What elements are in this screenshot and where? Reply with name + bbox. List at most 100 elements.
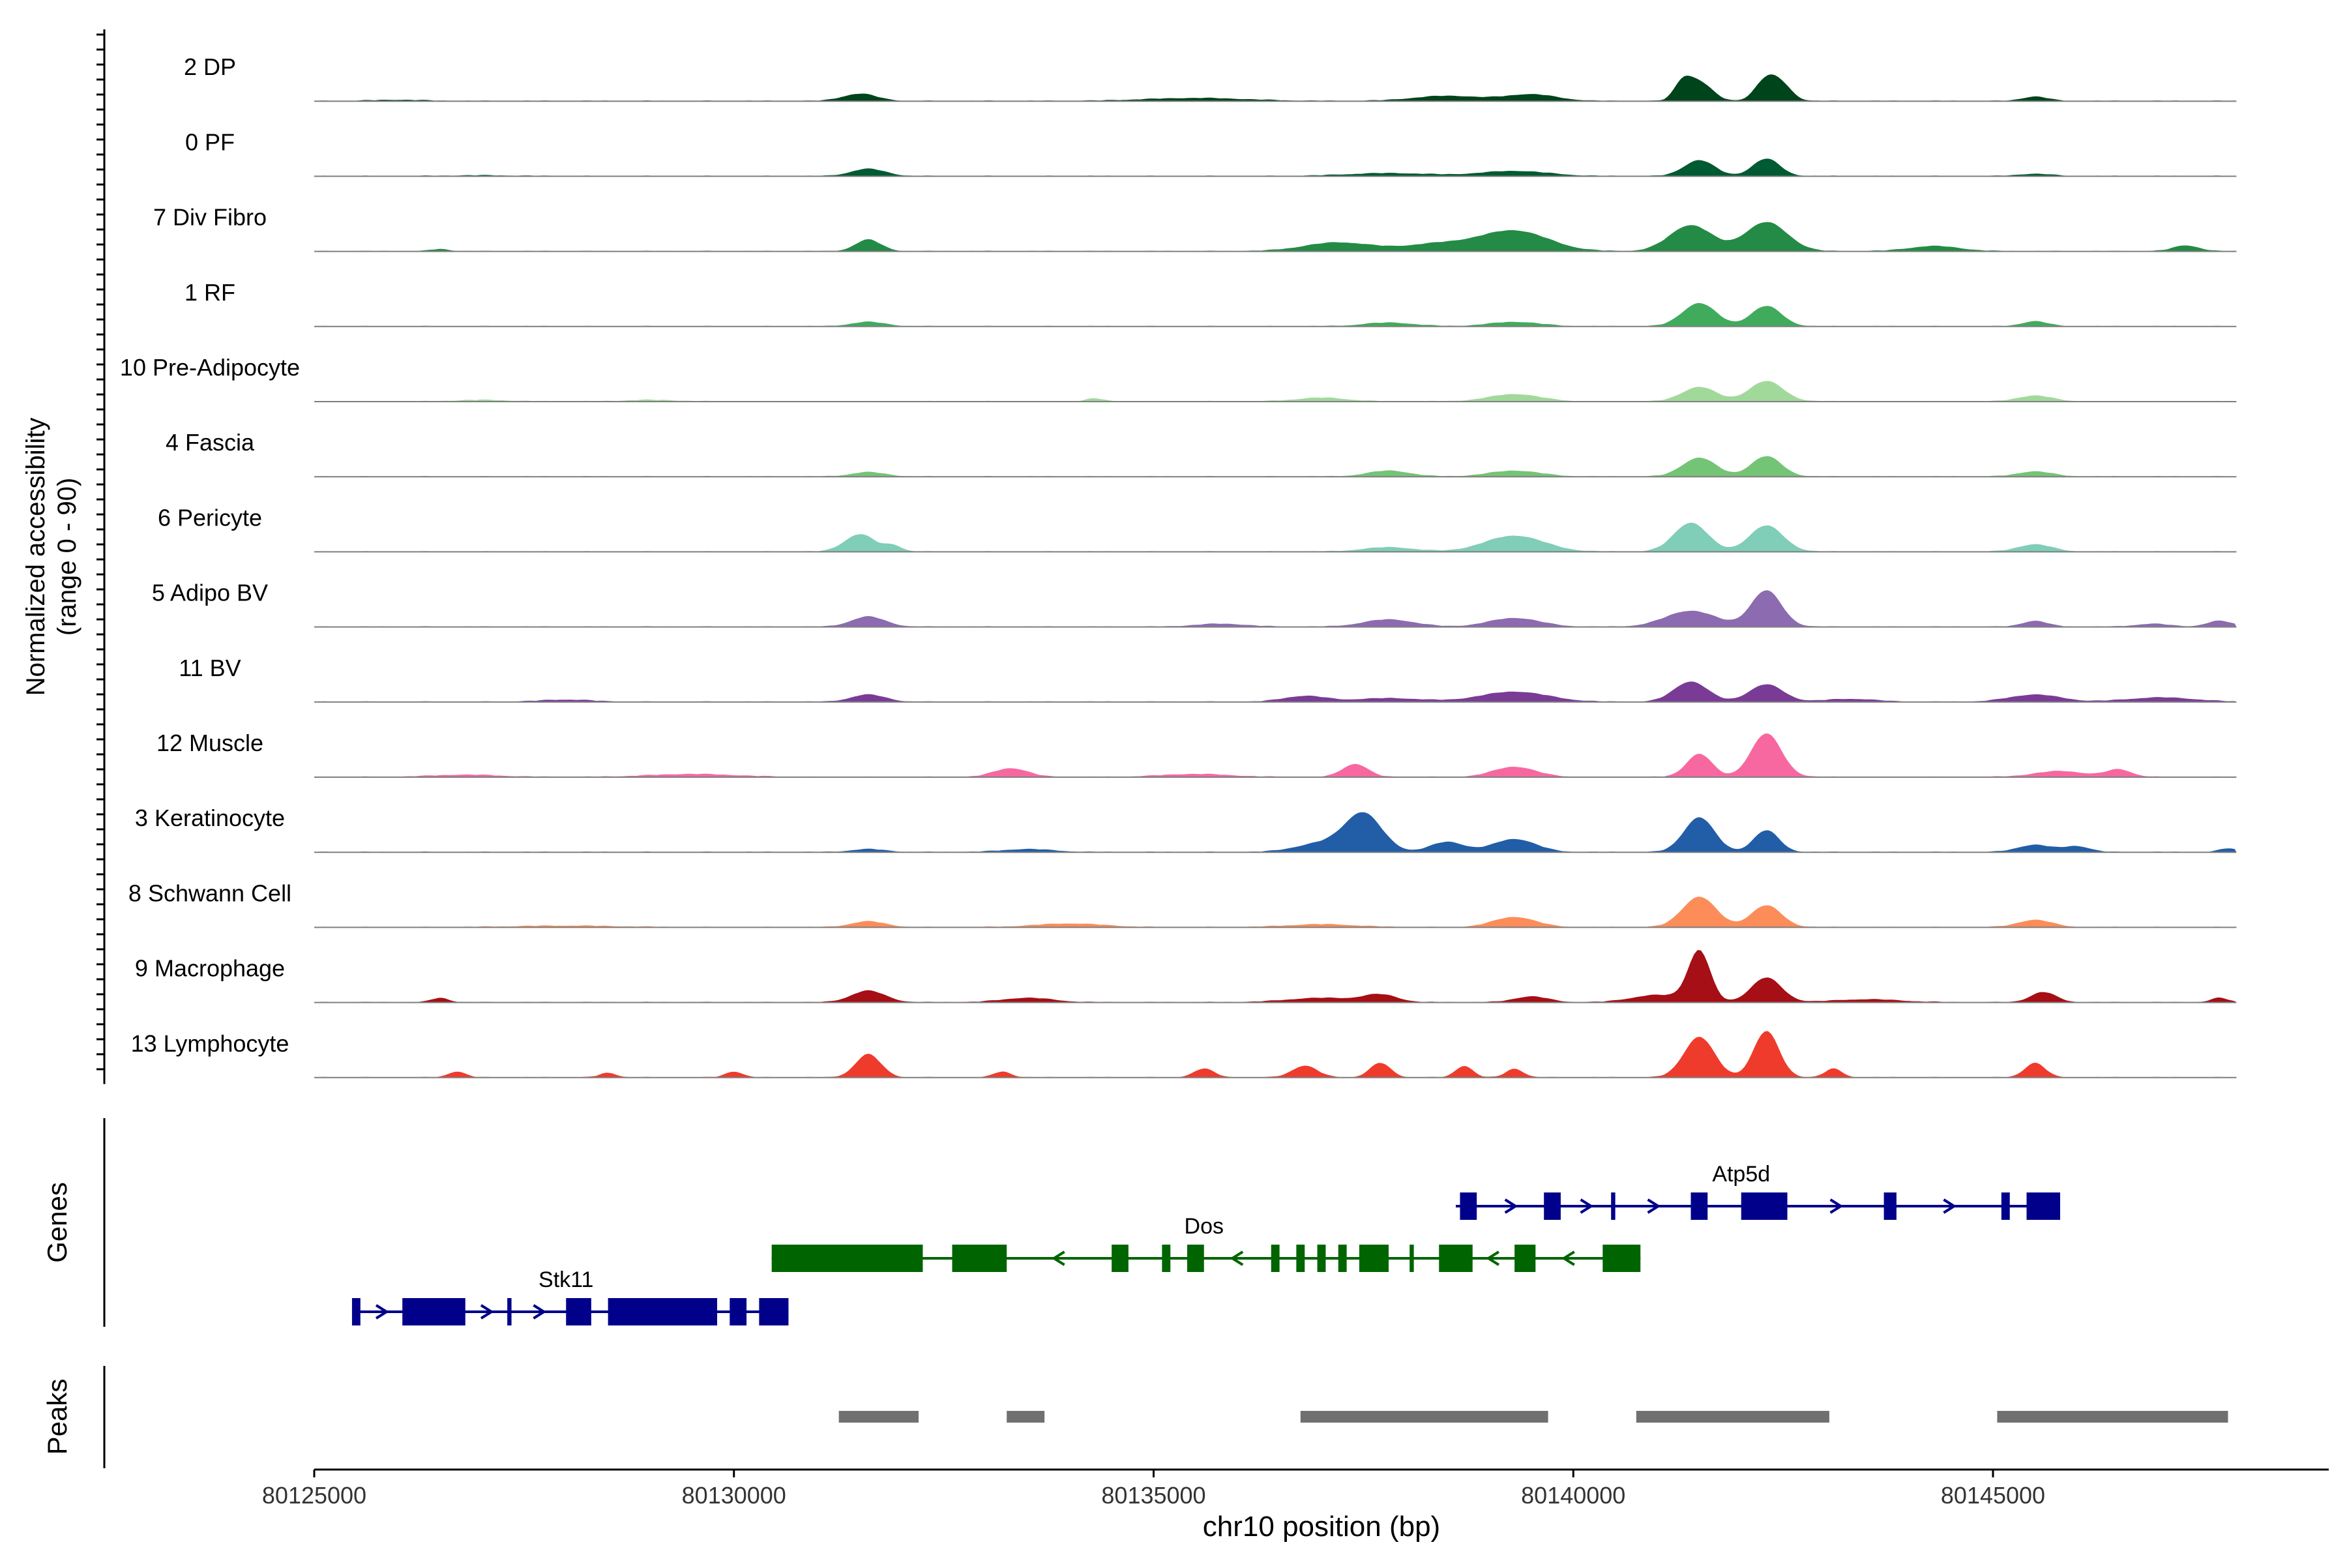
peak-region [1007, 1411, 1045, 1423]
gene-exon [759, 1298, 789, 1325]
coverage-area [314, 74, 2237, 102]
track-label: 10 Pre-Adipocyte [120, 354, 300, 381]
gene-label: Stk11 [539, 1267, 593, 1292]
strand-arrow [1647, 1198, 1661, 1214]
track-10: 12 Muscle [156, 730, 2237, 778]
track-label: 6 Pericyte [158, 504, 262, 531]
gene-exon [1439, 1245, 1473, 1272]
strand-arrow [1943, 1198, 1957, 1214]
gene-exon [1338, 1245, 1347, 1272]
gene-exon [2001, 1192, 2010, 1220]
gene-exon [1514, 1245, 1536, 1272]
gene-exon [730, 1298, 747, 1325]
gene-exon [1359, 1245, 1389, 1272]
gene-exon [402, 1298, 465, 1325]
coverage-area [314, 812, 2237, 853]
track-label: 11 BV [179, 655, 241, 681]
strand-arrow [1230, 1250, 1244, 1266]
coverage-area [314, 222, 2237, 252]
coverage-y-ticks [96, 33, 104, 1071]
track-2: 0 PF [185, 128, 2237, 177]
strand-arrow [533, 1304, 547, 1320]
gene-exon [1187, 1245, 1204, 1272]
gene-exon [1883, 1192, 1897, 1220]
genes-panel-label: Genes [42, 1182, 72, 1263]
gene-exon [2026, 1192, 2060, 1220]
gene-exon [1741, 1192, 1788, 1220]
gene-model: Stk11 [351, 1267, 789, 1325]
gene-exon [507, 1298, 512, 1325]
gene-exon [1544, 1192, 1561, 1220]
x-axis-ticks: 80125000 80130000 80135000 80140000 80145000 [262, 1470, 2045, 1509]
strand-arrow [1580, 1198, 1594, 1214]
coverage-area [314, 456, 2237, 477]
coverage-area [314, 590, 2237, 627]
track-label: 13 Lymphocyte [131, 1030, 289, 1057]
track-label: 8 Schwann Cell [128, 880, 291, 906]
track-label: 0 PF [185, 128, 235, 155]
coverage-area [314, 522, 2237, 552]
track-label: 12 Muscle [156, 730, 263, 756]
track-1: 2 DP [184, 53, 2237, 102]
track-label: 1 RF [185, 279, 235, 306]
strand-arrow [1829, 1198, 1844, 1214]
track-9: 11 BV [179, 655, 2237, 703]
track-7: 6 Pericyte [158, 504, 2237, 553]
gene-exon [771, 1245, 923, 1272]
gene-exon [1296, 1245, 1305, 1272]
track-3: 7 Div Fibro [153, 204, 2237, 252]
track-label: 9 Macrophage [135, 955, 285, 982]
strand-arrow [480, 1304, 494, 1320]
gene-exon [1162, 1245, 1171, 1272]
gene-exon [1112, 1245, 1129, 1272]
gene-exon [1690, 1192, 1708, 1220]
strand-arrow [1561, 1250, 1575, 1266]
track-label: 3 Keratinocyte [135, 805, 285, 831]
track-label: 2 DP [184, 53, 236, 80]
gene-exon [1271, 1245, 1280, 1272]
gene-exon [1460, 1192, 1477, 1220]
gene-model: Dos [771, 1214, 1641, 1272]
coverage-area [314, 381, 2237, 402]
track-8: 5 Adipo BV [152, 580, 2237, 628]
peak-region [838, 1411, 919, 1423]
track-label: 7 Div Fibro [153, 204, 267, 231]
strand-arrow [1504, 1198, 1518, 1214]
track-4: 1 RF [185, 279, 2237, 327]
gene-exon [1317, 1245, 1326, 1272]
track-label: 5 Adipo BV [152, 580, 268, 606]
track-6: 4 Fascia [166, 429, 2237, 478]
coverage-area [314, 896, 2237, 928]
coverage-area [314, 303, 2237, 327]
track-12: 8 Schwann Cell [128, 880, 2237, 928]
x-tick-label: 80145000 [1941, 1482, 2045, 1509]
track-14: 13 Lymphocyte [131, 1030, 2237, 1078]
peak-region [1636, 1411, 1829, 1423]
coverage-area [314, 1031, 2237, 1078]
x-tick-label: 80125000 [262, 1482, 366, 1509]
track-11: 3 Keratinocyte [135, 805, 2237, 853]
gene-label: Dos [1185, 1214, 1224, 1239]
gene-label: Atp5d [1712, 1162, 1770, 1187]
gene-model: Atp5d [1456, 1162, 2060, 1220]
track-label: 4 Fascia [166, 429, 255, 456]
gene-exon [1611, 1192, 1616, 1220]
x-tick-label: 80140000 [1521, 1482, 1625, 1509]
gene-exon [351, 1298, 361, 1325]
coverage-tracks: 2 DP 0 PF 7 Div Fibro 1 RF 10 Pre-Adipocyte 4… [120, 53, 2237, 1078]
gene-exon [1602, 1245, 1641, 1272]
gene-exon [952, 1245, 1007, 1272]
coverage-area [314, 950, 2237, 1003]
strand-arrow [1486, 1250, 1499, 1266]
peaks-panel-label: Peaks [42, 1379, 72, 1455]
coverage-area [314, 733, 2237, 777]
y-axis-label-range: (range 0 - 90) [53, 478, 81, 636]
x-tick-label: 80135000 [1101, 1482, 1205, 1509]
track-5: 10 Pre-Adipocyte [120, 354, 2237, 402]
coverage-area [314, 681, 2237, 702]
x-tick-label: 80130000 [682, 1482, 786, 1509]
y-axis-label: Normalized accessibility [22, 418, 50, 696]
gene-exon [1410, 1245, 1414, 1272]
